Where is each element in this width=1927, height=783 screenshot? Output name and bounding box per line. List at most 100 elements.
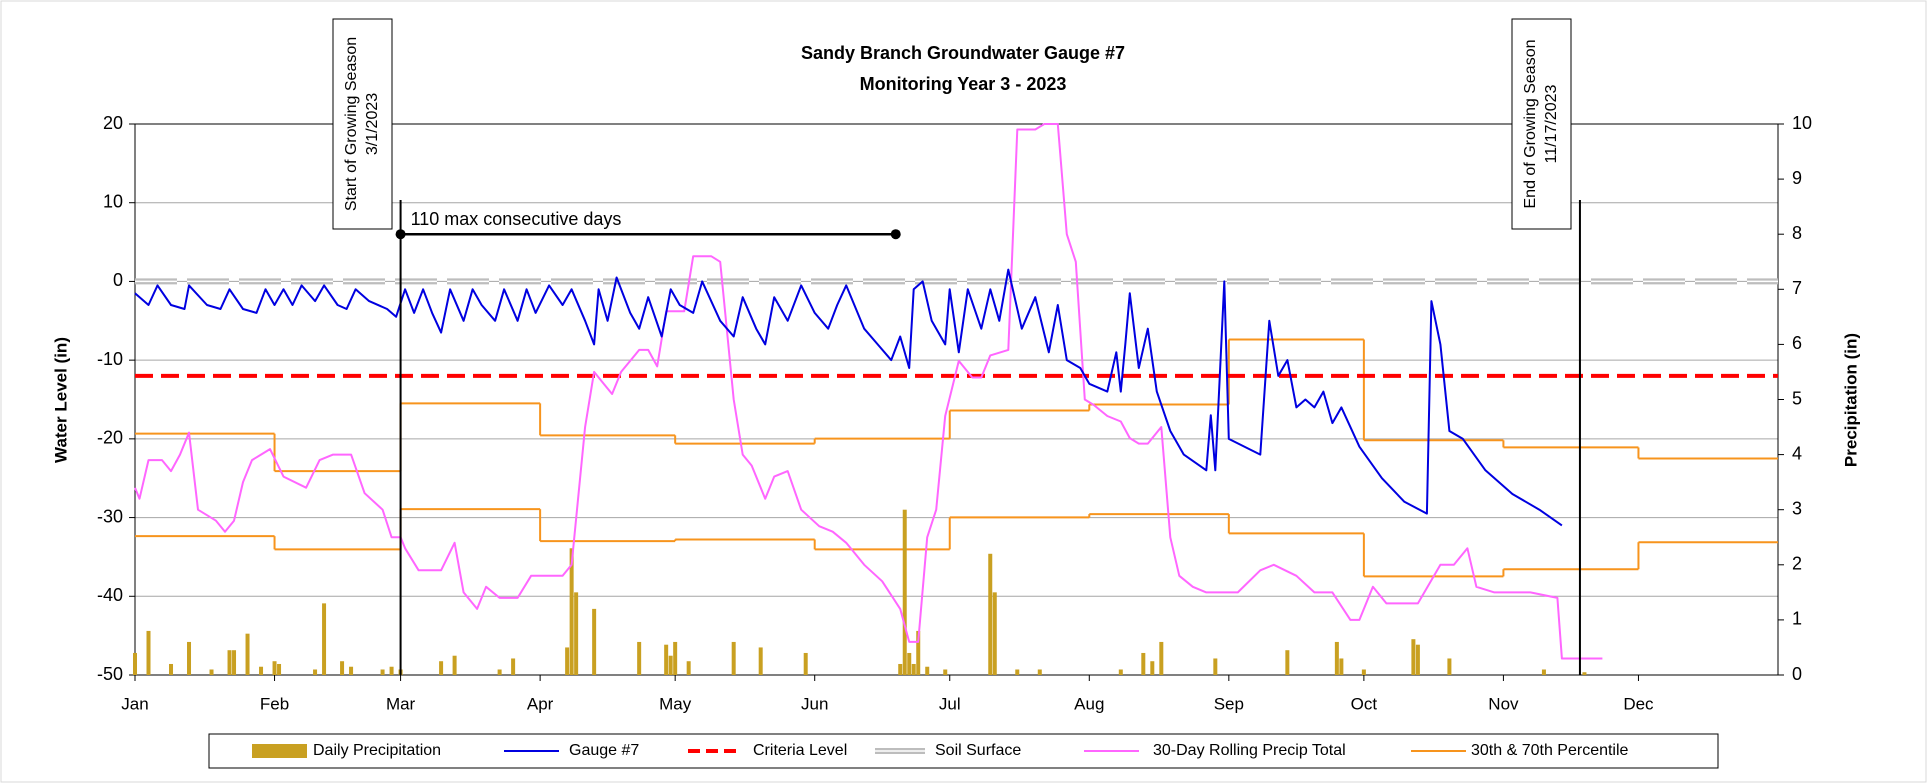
y2-tick-label: 6 xyxy=(1792,333,1802,353)
season-box xyxy=(332,18,393,230)
precip-bar xyxy=(1150,661,1155,675)
y2-tick-label: 8 xyxy=(1792,223,1802,243)
legend-label: Gauge #7 xyxy=(569,742,639,759)
y-axis-label: Water Level (in) xyxy=(51,337,70,463)
precip-bar xyxy=(1339,658,1344,675)
y-tick-label: 20 xyxy=(103,113,123,133)
precip-bar xyxy=(902,509,907,675)
legend-box xyxy=(208,733,1719,769)
y-tick-label: -40 xyxy=(97,585,123,605)
y2-tick-label: 7 xyxy=(1792,278,1802,298)
legend-label: 30-Day Rolling Precip Total xyxy=(1153,742,1346,759)
y2-tick-label: 0 xyxy=(1792,664,1802,684)
precip-bar xyxy=(925,666,930,675)
precip-bar xyxy=(664,644,669,675)
precip-bar xyxy=(511,658,516,675)
precip-bar xyxy=(1411,639,1416,675)
precip-bar xyxy=(187,641,192,675)
x-tick-label: May xyxy=(659,694,692,713)
y2-tick-label: 9 xyxy=(1792,168,1802,188)
legend-label: 30th & 70th Percentile xyxy=(1471,742,1629,759)
y2-tick-label: 5 xyxy=(1792,388,1802,408)
chart-title: Sandy Branch Groundwater Gauge #7 xyxy=(801,43,1125,63)
season-label: End of Growing Season xyxy=(1522,40,1539,209)
x-tick-label: Aug xyxy=(1074,694,1104,713)
legend-label: Criteria Level xyxy=(753,742,847,759)
precip-bar xyxy=(1213,658,1218,675)
y2-tick-label: 10 xyxy=(1792,113,1812,133)
precip-bar xyxy=(313,669,318,675)
precip-bar xyxy=(898,663,903,675)
precip-bar xyxy=(916,630,921,675)
season-box xyxy=(1511,18,1572,230)
max-days-label: 110 max consecutive days xyxy=(411,209,622,229)
precip-bar xyxy=(686,661,691,675)
y-tick-label: -30 xyxy=(97,506,123,526)
legend-label: Soil Surface xyxy=(935,742,1021,759)
precip-bar xyxy=(232,650,237,675)
y-tick-label: -20 xyxy=(97,428,123,448)
x-tick-label: Oct xyxy=(1351,694,1378,713)
precip-bar xyxy=(1015,669,1020,675)
precip-bar xyxy=(1037,669,1042,675)
precip-bar xyxy=(988,553,993,675)
precip-bar xyxy=(907,652,912,675)
precip-bar xyxy=(1415,644,1420,675)
precip-bar xyxy=(911,663,916,675)
precip-bar xyxy=(673,641,678,675)
precip-bar xyxy=(389,666,394,675)
season-label: Start of Growing Season xyxy=(343,37,360,211)
x-tick-label: Dec xyxy=(1623,694,1654,713)
precip-bar xyxy=(1582,672,1587,675)
y2-tick-label: 2 xyxy=(1792,554,1802,574)
precip-bar xyxy=(497,669,502,675)
x-tick-label: Feb xyxy=(260,694,289,713)
season-label: 3/1/2023 xyxy=(364,93,381,155)
precip-bar xyxy=(668,655,673,675)
y-tick-label: 0 xyxy=(113,270,123,290)
x-tick-label: Jun xyxy=(801,694,828,713)
series-line xyxy=(134,268,1563,527)
precip-bar xyxy=(569,548,574,675)
precip-bar xyxy=(146,630,151,675)
x-tick-label: Nov xyxy=(1488,694,1519,713)
precip-bar xyxy=(637,641,642,675)
precip-bar xyxy=(731,641,736,675)
y2-axis-label: Precipitation (in) xyxy=(1841,333,1860,467)
season-label: 11/17/2023 xyxy=(1543,84,1560,163)
precip-bar xyxy=(322,603,327,675)
precip-bar xyxy=(227,650,232,675)
max-days-end xyxy=(395,229,406,240)
precip-bar xyxy=(439,661,444,675)
precip-bar xyxy=(169,663,174,675)
precip-bar xyxy=(1447,658,1452,675)
plot-frame xyxy=(134,123,1779,676)
y-tick-label: -10 xyxy=(97,349,123,369)
legend-label: Daily Precipitation xyxy=(313,742,441,759)
max-days-end xyxy=(890,229,901,240)
precip-bar xyxy=(133,652,137,675)
precip-bar xyxy=(340,661,345,675)
precip-bar xyxy=(277,663,282,675)
precip-bar xyxy=(272,661,277,675)
y2-tick-label: 4 xyxy=(1792,443,1802,463)
precip-bar xyxy=(380,669,385,675)
precip-bar xyxy=(245,633,250,675)
precip-bar xyxy=(452,655,457,675)
y-tick-label: 10 xyxy=(103,191,123,211)
x-tick-label: Mar xyxy=(386,694,416,713)
precip-bar xyxy=(209,669,214,675)
y2-tick-label: 1 xyxy=(1792,609,1802,629)
precip-bar xyxy=(574,592,579,675)
precip-bar xyxy=(1541,669,1546,675)
precip-bar xyxy=(1334,641,1339,675)
x-tick-label: Jul xyxy=(939,694,961,713)
x-tick-label: Sep xyxy=(1214,694,1244,713)
precip-bar xyxy=(1118,669,1123,675)
legend-swatch xyxy=(252,744,307,758)
precip-bar xyxy=(992,592,997,675)
precip-bar xyxy=(592,608,597,675)
precip-bar xyxy=(803,652,808,675)
